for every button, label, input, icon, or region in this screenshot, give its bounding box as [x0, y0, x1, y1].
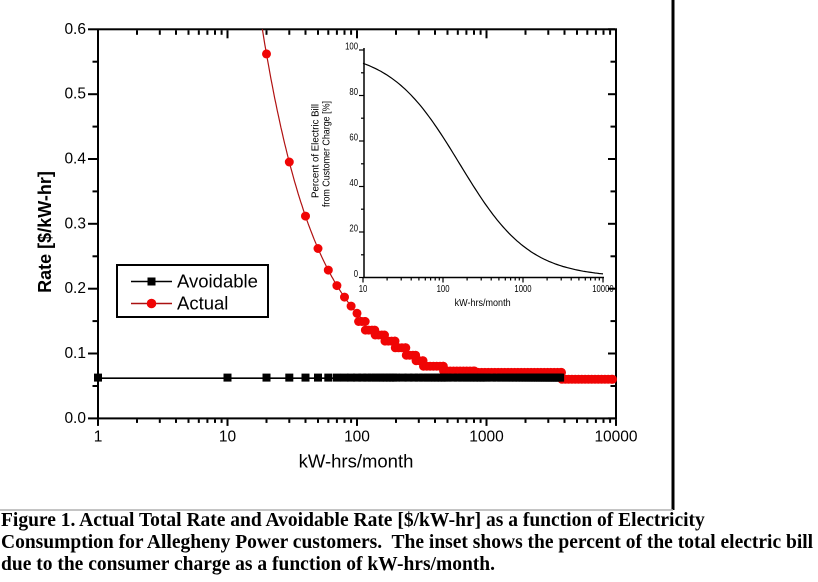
svg-text:1000: 1000	[514, 283, 531, 295]
svg-text:0.6: 0.6	[64, 21, 86, 38]
svg-text:Rate [$/kW-hr]: Rate [$/kW-hr]	[35, 171, 55, 293]
svg-text:40: 40	[349, 177, 358, 189]
svg-text:10: 10	[359, 283, 368, 295]
svg-text:1000: 1000	[469, 429, 504, 446]
svg-text:20: 20	[349, 223, 358, 235]
svg-text:kW-hrs/month: kW-hrs/month	[455, 297, 511, 309]
svg-text:Actual: Actual	[177, 293, 228, 314]
svg-text:10: 10	[219, 429, 237, 446]
svg-text:0.2: 0.2	[64, 280, 86, 297]
svg-text:0.3: 0.3	[64, 215, 86, 232]
svg-text:100: 100	[344, 429, 370, 446]
svg-text:100: 100	[345, 41, 358, 53]
svg-text:kW-hrs/month: kW-hrs/month	[299, 451, 414, 472]
svg-text:0.0: 0.0	[64, 410, 86, 427]
svg-text:0.1: 0.1	[64, 345, 86, 362]
svg-text:0: 0	[354, 268, 358, 280]
svg-text:10000: 10000	[592, 283, 614, 295]
svg-text:Percent of Electric Bill: Percent of Electric Bill	[310, 104, 322, 198]
svg-text:100: 100	[437, 283, 450, 295]
svg-text:1: 1	[94, 429, 103, 446]
svg-text:Avoidable: Avoidable	[177, 271, 258, 292]
svg-text:80: 80	[349, 86, 358, 98]
svg-text:0.4: 0.4	[64, 151, 86, 168]
svg-text:0.5: 0.5	[64, 86, 86, 103]
svg-text:from Customer Charge [%]: from Customer Charge [%]	[321, 101, 333, 207]
svg-text:10000: 10000	[594, 429, 637, 446]
svg-text:60: 60	[349, 132, 358, 144]
